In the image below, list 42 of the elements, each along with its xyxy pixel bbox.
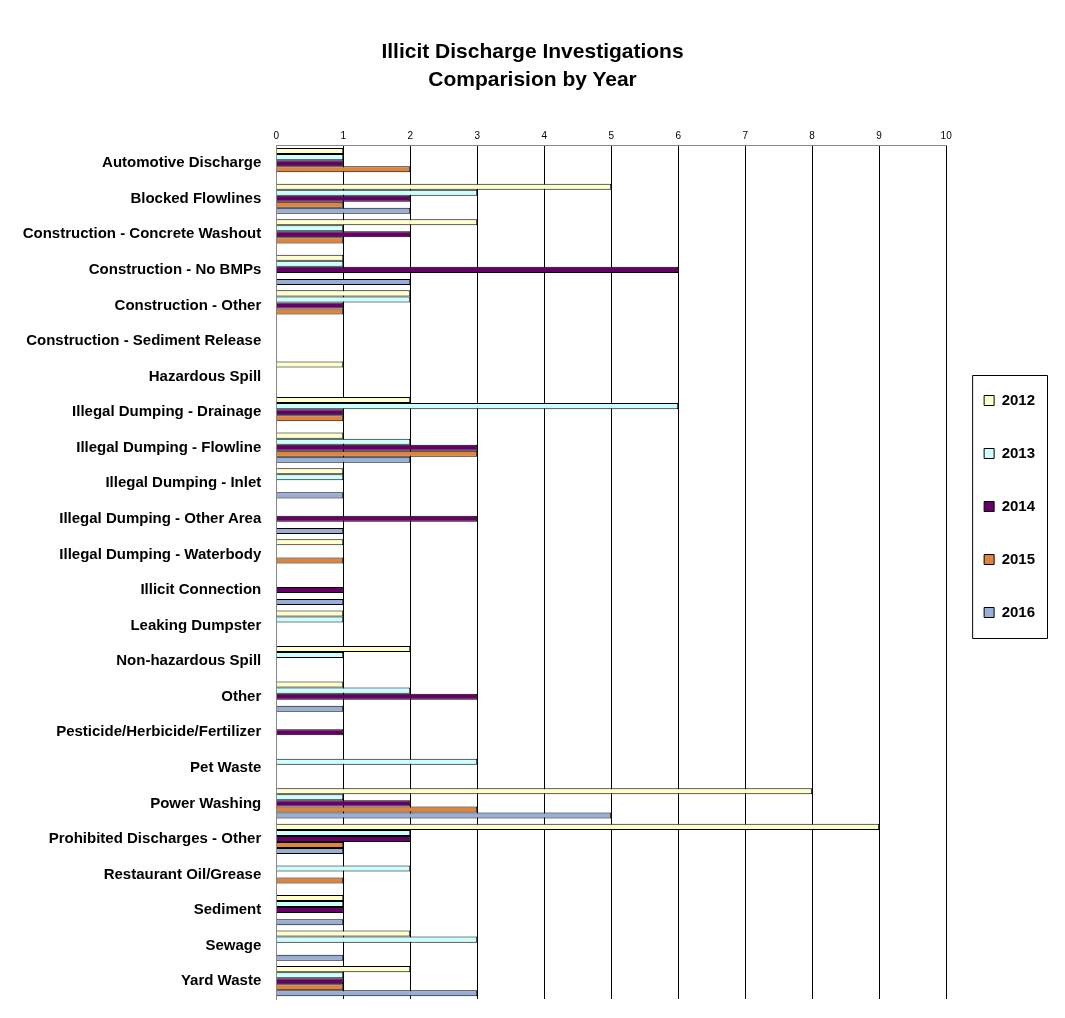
y-tick-label: Sediment	[193, 900, 262, 918]
x-tick-label: 10	[940, 130, 953, 142]
y-tick-label: Power Washing	[150, 793, 262, 811]
y-tick-label: Construction - Other	[114, 295, 262, 313]
y-tick-label: Illegal Dumping - Inlet	[105, 473, 262, 491]
legend-label: 2014	[1001, 496, 1036, 514]
x-tick-label: 0	[273, 130, 280, 142]
x-tick-label: 5	[608, 130, 615, 142]
x-tick-label: 4	[541, 130, 548, 142]
x-tick-label: 8	[809, 130, 816, 142]
y-tick-label: Non-hazardous Spill	[116, 651, 262, 669]
y-tick-label: Illicit Connection	[140, 580, 262, 598]
y-tick-label: Illegal Dumping - Other Area	[59, 508, 262, 526]
y-tick-label: Blocked Flowlines	[130, 188, 262, 206]
y-tick-label: Pesticide/Herbicide/Fertilizer	[56, 722, 262, 740]
y-tick-label: Other	[221, 686, 262, 704]
y-tick-label: Illegal Dumping - Flowline	[76, 437, 262, 455]
x-tick-label: 7	[742, 130, 749, 142]
y-tick-label: Leaking Dumpster	[130, 615, 262, 633]
y-tick-label: Yard Waste	[180, 971, 262, 989]
chart-subtitle: Comparision by Year	[428, 66, 637, 90]
legend-label: 2015	[1001, 549, 1036, 567]
y-tick-label: Construction - Sediment Release	[26, 331, 262, 349]
y-tick-label: Illegal Dumping - Drainage	[72, 402, 262, 420]
chart-title: Illicit Discharge Investigations	[381, 39, 684, 63]
y-tick-label: Hazardous Spill	[148, 366, 262, 384]
legend-label: 2016	[1001, 602, 1036, 620]
x-tick-label: 1	[340, 130, 347, 142]
y-tick-label: Sewage	[205, 935, 262, 953]
y-tick-label: Illegal Dumping - Waterbody	[59, 544, 262, 562]
x-tick-label: 9	[876, 130, 883, 142]
y-tick-label: Prohibited Discharges - Other	[48, 829, 262, 847]
y-tick-label: Construction - No BMPs	[88, 260, 262, 278]
y-tick-label: Restaurant Oil/Grease	[103, 864, 262, 882]
x-tick-label: 3	[474, 130, 481, 142]
x-tick-label: 2	[407, 130, 414, 142]
legend-label: 2012	[1001, 390, 1036, 408]
x-tick-label: 6	[675, 130, 682, 142]
legend-label: 2013	[1001, 443, 1036, 461]
y-tick-label: Automotive Discharge	[102, 153, 262, 171]
y-tick-label: Construction - Concrete Washout	[22, 224, 262, 242]
y-tick-label: Pet Waste	[190, 757, 262, 775]
